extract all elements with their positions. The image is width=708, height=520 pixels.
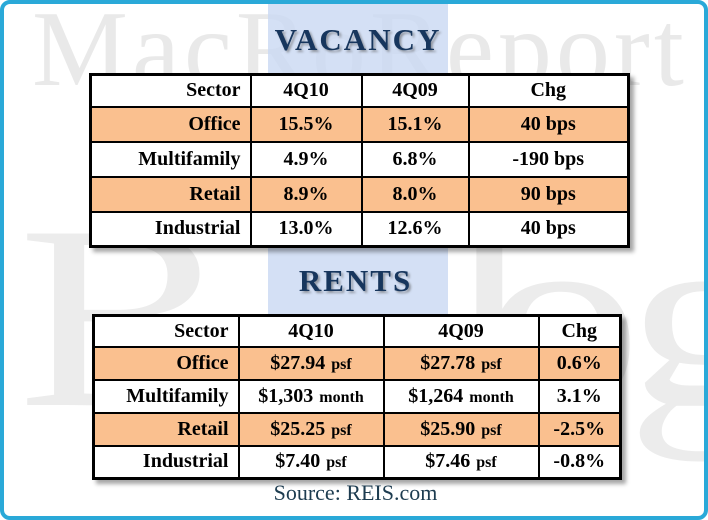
cell-chg: 40 bps: [467, 105, 630, 143]
cell-4q10: $27.94 psf: [237, 345, 385, 381]
cell-chg: 90 bps: [467, 175, 630, 213]
cell-sector: Retail: [92, 411, 240, 447]
cell-4q10: 15.5%: [249, 105, 363, 143]
vacancy-title: VACANCY: [274, 22, 442, 57]
cell-4q10: $7.40 psf: [237, 444, 385, 480]
table-row: Office $27.94 psf $27.78 psf 0.6%: [92, 345, 622, 381]
cell-sector: Multifamily: [92, 378, 240, 414]
rent-unit: psf: [481, 421, 502, 439]
watermark-blog-letter-g: g: [626, 186, 704, 448]
table-row: Multifamily $1,303 month $1,264 month 3.1%: [92, 378, 622, 414]
cell-4q09: 12.6%: [360, 210, 470, 248]
cell-sector: Industrial: [92, 444, 240, 480]
cell-chg: 40 bps: [467, 210, 630, 248]
cell-4q09: 15.1%: [360, 105, 470, 143]
rents-header-row: Sector 4Q10 4Q09 Chg: [92, 314, 622, 348]
rent-value: $7.40: [275, 450, 321, 473]
rent-value: $25.90: [420, 417, 476, 440]
vacancy-header-sector: Sector: [89, 73, 252, 108]
table-row: Retail 8.9% 8.0% 90 bps: [89, 175, 630, 213]
cell-4q10: $25.25 psf: [237, 411, 385, 447]
rent-value: $1,303: [258, 384, 314, 407]
cell-4q09: $27.78 psf: [382, 345, 540, 381]
rents-table: Sector 4Q10 4Q09 Chg Office $27.94 psf $2…: [92, 314, 622, 480]
cell-4q10: $1,303 month: [237, 378, 385, 414]
rent-unit: psf: [476, 454, 497, 472]
rents-header-4q10: 4Q10: [237, 314, 385, 348]
rents-header-sector: Sector: [92, 314, 240, 348]
rent-unit: psf: [481, 355, 502, 373]
rent-unit: month: [319, 388, 364, 406]
rent-unit: psf: [326, 454, 347, 472]
rents-header-chg: Chg: [537, 314, 622, 348]
cell-4q09: $7.46 psf: [382, 444, 540, 480]
cell-sector: Industrial: [89, 210, 252, 248]
rents-header-4q09: 4Q09: [382, 314, 540, 348]
cell-chg: -0.8%: [537, 444, 622, 480]
cell-sector: Office: [89, 105, 252, 143]
cell-4q09: $1,264 month: [382, 378, 540, 414]
vacancy-header-row: Sector 4Q10 4Q09 Chg: [89, 73, 630, 108]
table-row: Industrial 13.0% 12.6% 40 bps: [89, 210, 630, 248]
rent-value: $1,264: [408, 384, 464, 407]
cell-4q09: $25.90 psf: [382, 411, 540, 447]
vacancy-header-4q10: 4Q10: [249, 73, 363, 108]
rent-unit: month: [469, 388, 514, 406]
rent-value: $25.25: [270, 417, 326, 440]
cell-chg: 3.1%: [537, 378, 622, 414]
source-text: Source: REIS.com: [273, 480, 438, 505]
cell-4q09: 6.8%: [360, 140, 470, 178]
cell-chg: 0.6%: [537, 345, 622, 381]
cell-sector: Office: [92, 345, 240, 381]
cell-4q10: 8.9%: [249, 175, 363, 213]
cell-4q10: 13.0%: [249, 210, 363, 248]
rent-value: $27.78: [420, 351, 476, 374]
rent-unit: psf: [331, 355, 352, 373]
rent-value: $7.46: [425, 450, 471, 473]
cell-chg: -2.5%: [537, 411, 622, 447]
cell-sector: Multifamily: [89, 140, 252, 178]
rent-value: $27.94: [270, 351, 326, 374]
cell-4q10: 4.9%: [249, 140, 363, 178]
cell-4q09: 8.0%: [360, 175, 470, 213]
cell-sector: Retail: [89, 175, 252, 213]
vacancy-header-chg: Chg: [467, 73, 630, 108]
table-row: Office 15.5% 15.1% 40 bps: [89, 105, 630, 143]
table-row: Multifamily 4.9% 6.8% -190 bps: [89, 140, 630, 178]
cell-chg: -190 bps: [467, 140, 630, 178]
vacancy-table: Sector 4Q10 4Q09 Chg Office 15.5% 15.1% …: [89, 73, 630, 248]
vacancy-header-4q09: 4Q09: [360, 73, 470, 108]
rents-title: RENTS: [298, 263, 413, 298]
table-row: Industrial $7.40 psf $7.46 psf -0.8%: [92, 444, 622, 480]
rent-unit: psf: [331, 421, 352, 439]
table-row: Retail $25.25 psf $25.90 psf -2.5%: [92, 411, 622, 447]
